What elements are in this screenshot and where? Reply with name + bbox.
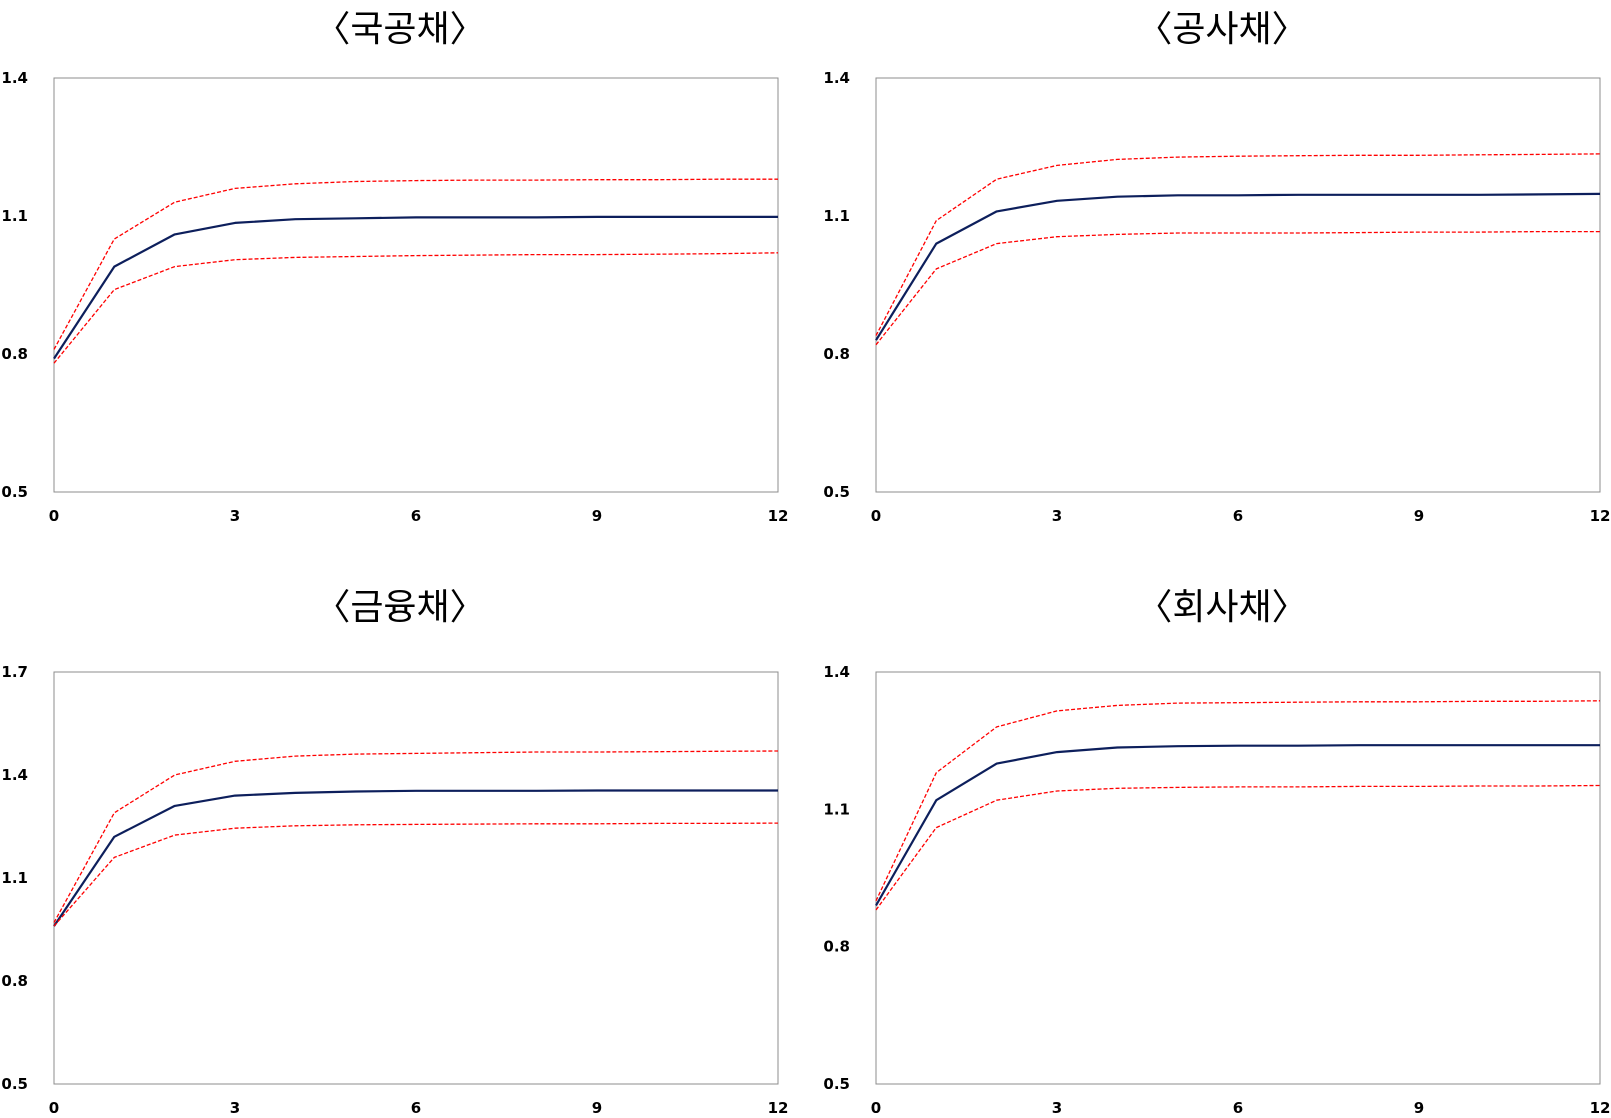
y-tick-label: 1.4 xyxy=(823,663,850,681)
x-tick-label: 0 xyxy=(49,1099,59,1117)
series-line-center xyxy=(53,215,778,360)
x-tick-label: 12 xyxy=(768,507,789,525)
y-tick-label: 1.1 xyxy=(823,800,850,818)
series-line-upper xyxy=(875,153,1601,336)
x-tick-label: 3 xyxy=(1052,1099,1062,1117)
plot-area-frame xyxy=(875,77,1601,493)
y-tick-label: 1.4 xyxy=(1,69,28,87)
x-tick-label: 0 xyxy=(871,507,881,525)
y-tick-label: 1.1 xyxy=(823,207,850,225)
series-line-upper xyxy=(53,750,779,923)
plot-area-frame xyxy=(53,77,779,493)
x-tick-label: 3 xyxy=(230,1099,240,1117)
x-tick-label: 12 xyxy=(768,1099,789,1117)
x-tick-label: 9 xyxy=(1414,507,1424,525)
series-line-lower xyxy=(53,252,779,364)
y-tick-label: 0.8 xyxy=(1,972,28,990)
series-line-center xyxy=(875,192,1601,341)
y-tick-label: 0.5 xyxy=(823,1075,850,1093)
chart-plot: 0.5 0.8 1.1 1.4 0 3 6 9 12 xyxy=(823,69,1611,525)
chart-plot: 0.5 0.8 1.1 1.4 1.7 0 3 6 9 12 xyxy=(1,663,789,1117)
y-tick-label: 0.8 xyxy=(823,345,850,363)
chart-title: 〈금융채〉 xyxy=(314,587,486,628)
series-line-lower xyxy=(875,230,1600,346)
x-tick-label: 6 xyxy=(411,507,421,525)
y-tick-label: 0.5 xyxy=(823,483,850,501)
x-tick-label: 6 xyxy=(1233,1099,1243,1117)
y-tick-label: 0.8 xyxy=(1,345,28,363)
series-line-upper xyxy=(53,178,778,350)
x-tick-label: 6 xyxy=(1233,507,1243,525)
y-tick-label: 1.4 xyxy=(1,766,28,784)
x-tick-label: 0 xyxy=(49,507,59,525)
y-tick-label: 1.7 xyxy=(1,663,28,681)
y-tick-label: 1.1 xyxy=(1,869,28,887)
x-tick-label: 9 xyxy=(1414,1099,1424,1117)
plot-area-frame xyxy=(53,671,779,1085)
series-line-center xyxy=(875,744,1600,907)
y-tick-label: 0.5 xyxy=(1,1075,28,1093)
y-tick-label: 0.8 xyxy=(823,938,850,956)
x-tick-label: 12 xyxy=(1590,507,1611,525)
chart-title: 〈국공채〉 xyxy=(314,9,486,50)
series-line-lower xyxy=(875,784,1601,911)
y-tick-label: 1.1 xyxy=(1,207,28,225)
series-line-lower xyxy=(53,822,779,927)
x-tick-label: 12 xyxy=(1590,1099,1611,1117)
x-tick-label: 3 xyxy=(230,507,240,525)
chart-plot: 0.5 0.8 1.1 1.4 0 3 6 9 12 xyxy=(1,69,789,525)
chart-title: 〈회사채〉 xyxy=(1136,587,1308,628)
x-tick-label: 9 xyxy=(592,1099,602,1117)
x-tick-label: 9 xyxy=(592,507,602,525)
x-tick-label: 6 xyxy=(411,1099,421,1117)
series-line-upper xyxy=(875,700,1601,902)
plot-area-frame xyxy=(875,671,1601,1085)
y-tick-label: 1.4 xyxy=(823,69,850,87)
y-tick-label: 0.5 xyxy=(1,483,28,501)
chart-title: 〈공사채〉 xyxy=(1136,9,1308,50)
series-line-center xyxy=(53,789,778,927)
x-tick-label: 0 xyxy=(871,1099,881,1117)
x-tick-label: 3 xyxy=(1052,507,1062,525)
